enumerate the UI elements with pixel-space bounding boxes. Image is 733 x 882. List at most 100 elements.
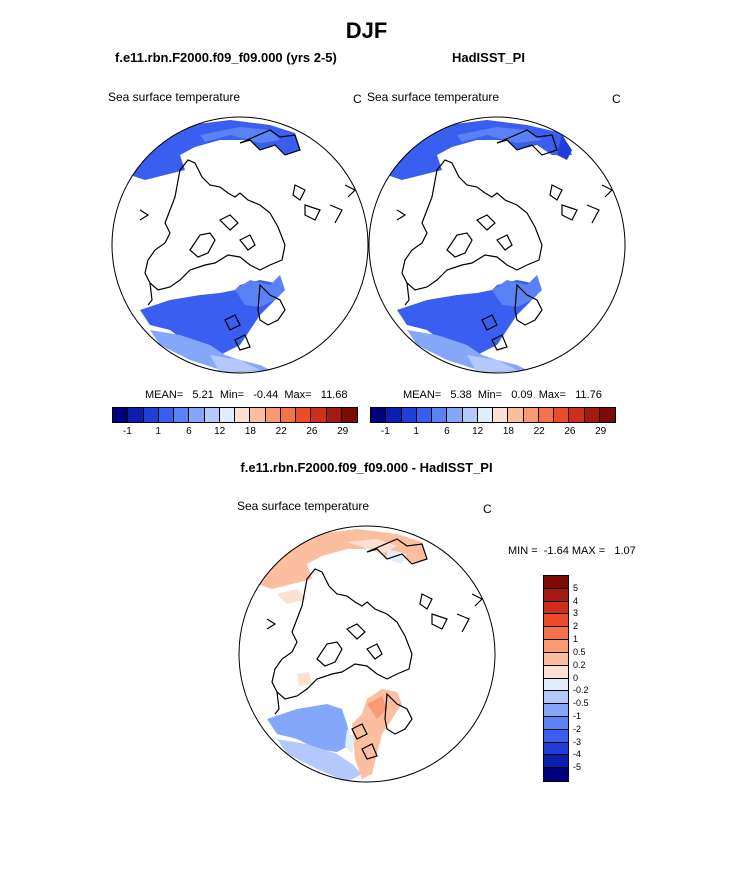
colorbar-swatch [416, 408, 432, 422]
diff-stats: MIN = -1.64 MAX = 1.07 [508, 545, 636, 557]
colorbar-tick-label: 1 [573, 634, 579, 645]
colorbar-tick-label: 26 [564, 426, 576, 437]
diff-colorbar-ticks: 5 4 3 2 1 0.5 0.2 0 -0.2 -0.5 -1 -2 -3 -4 -5 [573, 575, 613, 780]
model-variable-label: Sea surface temperature [108, 90, 241, 104]
obs-colorbar-ticks: -1 1 6 12 18 22 26 29 [370, 423, 616, 437]
colorbar-swatch [250, 408, 266, 422]
colorbar-tick-label: 26 [306, 426, 318, 437]
colorbar-tick-label: -2 [573, 723, 582, 734]
colorbar-tick-label: -0.2 [573, 685, 589, 696]
obs-sst-map [368, 116, 626, 374]
colorbar-tick-label: 18 [244, 426, 256, 437]
colorbar-swatch [265, 408, 281, 422]
colorbar-swatch [554, 408, 570, 422]
colorbar-tick-label: 0 [573, 672, 579, 683]
model-sst-map [111, 116, 369, 374]
colorbar-swatch [544, 729, 568, 743]
colorbar-swatch [204, 408, 220, 422]
colorbar-swatch [538, 408, 554, 422]
colorbar-tick-label: 29 [595, 426, 607, 437]
diff-case-title: f.e11.rbn.F2000.f09_f09.000 - HadISST_PI [240, 460, 493, 475]
colorbar-swatch [523, 408, 539, 422]
colorbar-tick-label: -0.5 [573, 698, 589, 709]
colorbar-tick-label: 0.2 [573, 659, 586, 670]
diff-units-label: C [483, 502, 492, 516]
colorbar-tick-label: 18 [502, 426, 514, 437]
diff-colorbar [543, 575, 569, 782]
model-stats: MEAN= 5.21 Min= -0.44 Max= 11.68 [145, 389, 348, 401]
colorbar-swatch [386, 408, 402, 422]
colorbar-swatch [219, 408, 235, 422]
colorbar-swatch [432, 408, 448, 422]
colorbar-swatch [235, 408, 251, 422]
colorbar-swatch [371, 408, 387, 422]
colorbar-swatch [544, 665, 568, 679]
colorbar-tick-label: 29 [337, 426, 349, 437]
colorbar-swatch [311, 408, 327, 422]
colorbar-swatch [544, 704, 568, 717]
model-colorbar-ticks: -1 1 6 12 18 22 26 29 [112, 423, 358, 437]
colorbar-tick-label: 22 [275, 426, 287, 437]
colorbar-swatch [113, 408, 129, 422]
colorbar-tick-label: 12 [214, 426, 226, 437]
colorbar-tick-label: 0.5 [573, 646, 586, 657]
colorbar-swatch [544, 614, 568, 628]
diff-colorbar-swatches [543, 575, 569, 782]
obs-case-title: HadISST_PI [452, 50, 525, 65]
colorbar-swatch [569, 408, 585, 422]
obs-colorbar-swatches [370, 407, 616, 423]
colorbar-swatch [544, 627, 568, 641]
page-title: DJF [345, 18, 388, 43]
colorbar-swatch [493, 408, 509, 422]
colorbar-tick-label: 1 [413, 426, 419, 437]
obs-stats: MEAN= 5.38 Min= 0.09 Max= 11.76 [403, 389, 602, 401]
colorbar-swatch [128, 408, 144, 422]
colorbar-tick-label: -1 [573, 710, 582, 721]
colorbar-tick-label: -1 [380, 426, 390, 437]
colorbar-swatch [584, 408, 600, 422]
colorbar-swatch [544, 576, 568, 589]
colorbar-swatch [341, 408, 357, 422]
colorbar-swatch [280, 408, 296, 422]
colorbar-tick-label: 4 [573, 595, 579, 606]
colorbar-tick-label: 5 [573, 582, 579, 593]
colorbar-swatch [401, 408, 417, 422]
colorbar-tick-label: 2 [573, 621, 579, 632]
colorbar-swatch [326, 408, 342, 422]
colorbar-swatch [143, 408, 159, 422]
colorbar-swatch [544, 601, 568, 615]
colorbar-swatch [544, 755, 568, 769]
obs-colorbar: -1 1 6 12 18 22 26 29 [370, 407, 616, 437]
colorbar-tick-label: -1 [122, 426, 132, 437]
colorbar-tick-label: 22 [533, 426, 545, 437]
colorbar-tick-label: -3 [573, 736, 582, 747]
colorbar-tick-label: 6 [444, 426, 450, 437]
colorbar-swatch [158, 408, 174, 422]
colorbar-swatch [544, 691, 568, 705]
model-colorbar-swatches [112, 407, 358, 423]
colorbar-tick-label: 3 [573, 608, 579, 619]
colorbar-swatch [447, 408, 463, 422]
colorbar-swatch [462, 408, 478, 422]
diff-sst-map [238, 525, 496, 783]
colorbar-swatch [477, 408, 493, 422]
colorbar-tick-label: 1 [155, 426, 161, 437]
colorbar-tick-label: -5 [573, 762, 582, 773]
model-units-label: C [353, 92, 362, 106]
colorbar-swatch [189, 408, 205, 422]
colorbar-tick-label: 12 [472, 426, 484, 437]
model-colorbar: -1 1 6 12 18 22 26 29 [112, 407, 358, 437]
colorbar-tick-label: 6 [186, 426, 192, 437]
diff-variable-label: Sea surface temperature [237, 499, 370, 513]
colorbar-swatch [174, 408, 190, 422]
colorbar-swatch [544, 640, 568, 653]
colorbar-swatch [544, 716, 568, 730]
model-case-title: f.e11.rbn.F2000.f09_f09.000 (yrs 2-5) [115, 50, 337, 65]
colorbar-swatch [544, 768, 568, 781]
obs-variable-label: Sea surface temperature [367, 90, 500, 104]
colorbar-swatch [544, 652, 568, 666]
colorbar-swatch [508, 408, 524, 422]
colorbar-swatch [544, 588, 568, 602]
colorbar-swatch [544, 742, 568, 756]
colorbar-swatch [296, 408, 312, 422]
